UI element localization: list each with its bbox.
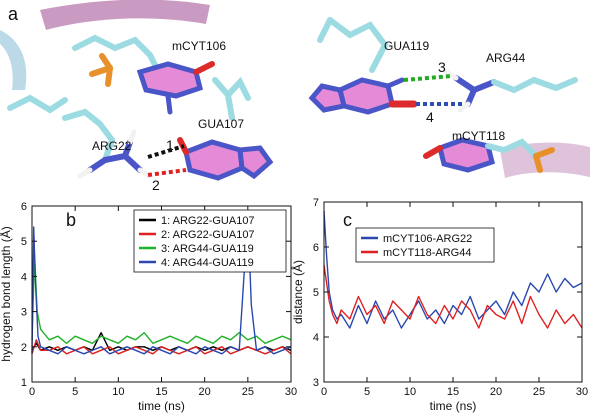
- gua107-ring-five: [237, 145, 274, 180]
- chart-distance-legend-label-2: mCYT118-ARG44: [383, 247, 471, 259]
- chart-hbond-ytick-label: 1: [21, 377, 27, 389]
- chart-hbond-xlabel: time (ns): [138, 399, 185, 413]
- hbond-3-number: 3: [438, 59, 446, 75]
- panel-letter-b: b: [66, 210, 76, 230]
- chart-distance-ticks: 0 5 10 15 20 25 30 3 4 5 6 7: [313, 197, 588, 398]
- mcyt106-ring: [136, 61, 203, 99]
- chart-distance-series-2-line: [323, 264, 583, 329]
- arg44-hydrogens: [443, 69, 471, 113]
- phosphate-right: [533, 147, 555, 173]
- backbone-ribbon: [40, 0, 210, 30]
- chart-hbond-xtick-label: 20: [199, 386, 211, 398]
- chart-distance-xtick-label: 30: [576, 386, 588, 398]
- chart-hbond-ytick-label: 6: [21, 201, 27, 213]
- chart-distance-series-1-line: [323, 210, 583, 329]
- gua119-ring-five: [308, 83, 348, 113]
- chart-distance-legend-label-1: mCYT106-ARG22: [383, 233, 472, 245]
- chart-hbond-legend-label-4: 4: ARG44-GUA119: [161, 257, 254, 269]
- chart-distance-ylabel: distance (Å): [290, 260, 305, 324]
- chart-distance-xlabel: time (ns): [430, 399, 477, 413]
- hbond-2-number: 2: [152, 177, 160, 193]
- arg22-chain: [7, 94, 116, 163]
- structure-right: GUA119 ARG44 mCYT118 3 4: [306, 0, 590, 192]
- chart-hbond-ytick-label: 2: [21, 342, 27, 354]
- panel-letter-c: c: [343, 210, 352, 230]
- structure-left: mCYT106 GUA107 ARG22 1 2 a: [0, 0, 282, 193]
- label-gua119: GUA119: [384, 39, 429, 53]
- chart-distance-series-group: [323, 210, 583, 329]
- chart-hbond-legend-box: [133, 209, 287, 273]
- gua119-amine: [385, 77, 405, 89]
- label-arg44: ARG44: [486, 51, 526, 65]
- chart-hbond-legend-label-1: 1: ARG22-GUA107: [161, 215, 255, 227]
- gua119-ring: [337, 77, 395, 115]
- arg44-guanidinium: [453, 75, 497, 107]
- backbone-ribbon-left: [0, 30, 27, 90]
- hbond-1-number: 1: [166, 137, 174, 153]
- chart-hbond-ticks: 0 5 10 15 20 25 30 1 2 3 4 5 6: [21, 201, 297, 398]
- chart-hbond-legend: 1: ARG22-GUA107 2: ARG22-GUA107 3: ARG44-G…: [133, 209, 287, 273]
- chart-distance-ytick-label: 4: [313, 332, 319, 344]
- chart-hbond-ytick-label: 5: [21, 236, 27, 248]
- chart-distance-xtick-label: 10: [404, 386, 416, 398]
- hbond-4-number: 4: [426, 109, 434, 125]
- chart-hbond-legend-label-2: 2: ARG22-GUA107: [161, 229, 255, 241]
- phosphate-left: [89, 53, 113, 87]
- chart-hbond-legend-label-3: 3: ARG44-GUA119: [161, 243, 254, 255]
- backbone-ribbon-right: [500, 142, 590, 178]
- chart-distance-xtick-label: 0: [321, 386, 327, 398]
- chart-distance-ytick-label: 6: [313, 242, 319, 254]
- label-mcyt106: mCYT106: [172, 39, 226, 53]
- chart-distance-xtick-label: 20: [490, 386, 502, 398]
- chart-hbond-xtick-label: 25: [242, 386, 254, 398]
- sugar-sticks-top: [72, 34, 251, 121]
- label-gua107: GUA107: [198, 117, 244, 131]
- chart-distance-ytick-label: 7: [313, 197, 319, 209]
- chart-distance-legend-box: [355, 227, 495, 263]
- mcyt118-sugar: [485, 138, 539, 159]
- chart-hbond-ytick-label: 3: [21, 307, 27, 319]
- panel-letter-a: a: [8, 4, 19, 24]
- chart-distance-xtick-label: 5: [364, 386, 370, 398]
- chart-hbond-xtick-label: 0: [29, 386, 35, 398]
- mcyt106-oxygen: [193, 61, 215, 75]
- chart-hbond-ytick-label: 4: [21, 271, 27, 283]
- chart-distance-xtick-label: 15: [447, 386, 459, 398]
- chart-hbond-xtick-label: 5: [72, 386, 78, 398]
- chart-hbond-xtick-label: 30: [285, 386, 297, 398]
- chart-distance: 0 5 10 15 20 25 30 3 4 5 6 7 mCYT106-ARG22 mCYT118-A…: [290, 197, 588, 413]
- chart-hbond-length: 0 5 10 15 20 25 30 1 2 3 4 5 6 1: ARG22-GUA107 2: ARG…: [0, 201, 297, 413]
- chart-hbond-series-3-line: [31, 254, 292, 344]
- chart-distance-ytick-label: 3: [313, 377, 319, 389]
- arg44-chain: [491, 76, 578, 94]
- hbond-3-line: [403, 74, 453, 82]
- mcyt106-amine: [165, 93, 173, 115]
- hbond-2-line: [147, 168, 187, 177]
- chart-hbond-series-2-line: [31, 339, 292, 355]
- chart-hbond-xtick-label: 10: [112, 386, 124, 398]
- chart-distance-xtick-label: 25: [533, 386, 545, 398]
- hbond-1-line: [147, 144, 185, 159]
- chart-hbond-ylabel: hydrogen bond length (Å): [0, 226, 13, 361]
- mcyt118-ring: [437, 137, 495, 173]
- chart-distance-ytick-label: 5: [313, 287, 319, 299]
- label-arg22: ARG22: [92, 139, 132, 153]
- gua107-ring: [183, 139, 245, 181]
- sugar-sticks-right: [317, 17, 389, 73]
- chart-distance-legend: mCYT106-ARG22 mCYT118-ARG44: [355, 227, 495, 263]
- chart-hbond-xtick-label: 15: [155, 386, 167, 398]
- mcyt118-oxygen: [423, 145, 443, 159]
- label-mcyt118: mCYT118: [452, 129, 505, 143]
